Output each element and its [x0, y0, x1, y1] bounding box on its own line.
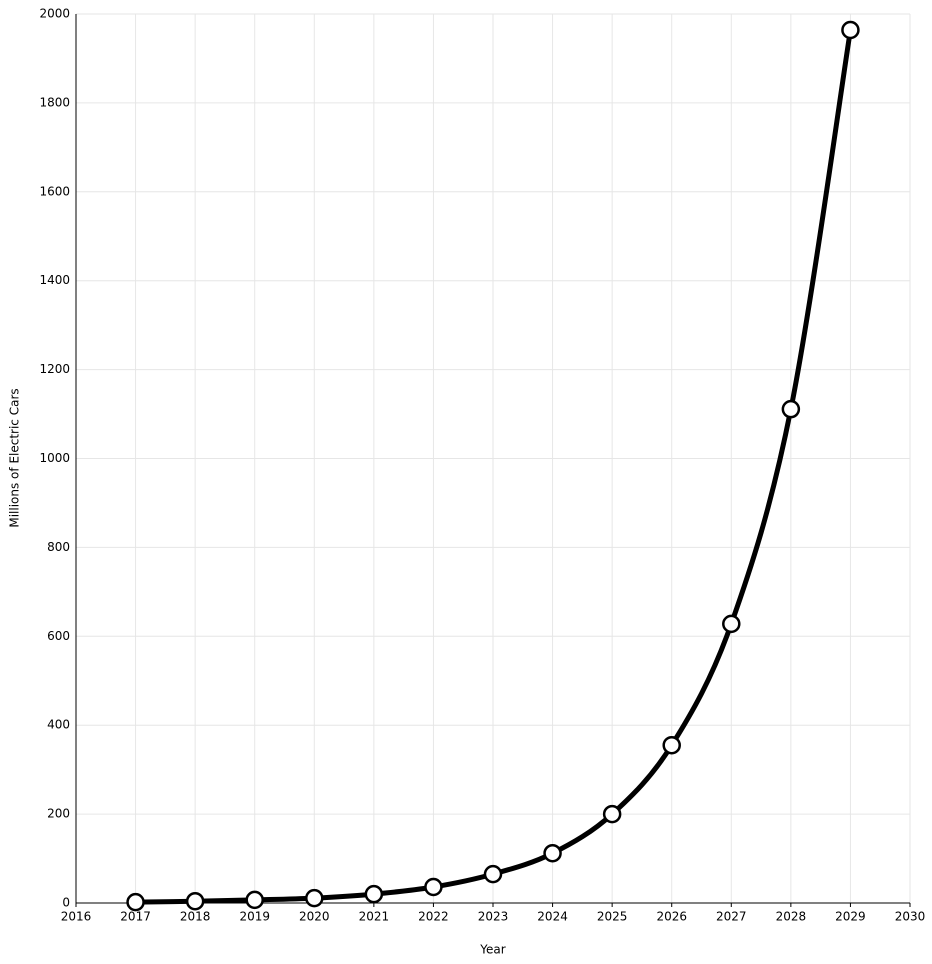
- y-tick-label: 200: [47, 807, 70, 821]
- y-axis-label: Millions of Electric Cars: [8, 388, 22, 527]
- x-tick-label: 2028: [776, 910, 807, 924]
- x-tick-label: 2026: [656, 910, 687, 924]
- point: [364, 884, 384, 904]
- point: [424, 877, 443, 897]
- x-tick-label: 2024: [537, 910, 568, 924]
- y-tick-label: 1600: [39, 184, 70, 198]
- y-tick-label: 0: [62, 896, 70, 910]
- point: [602, 804, 622, 824]
- y-tick-label: 600: [47, 629, 70, 643]
- point: [245, 890, 264, 910]
- x-axis-label: Year: [479, 943, 505, 957]
- x-tick-label: 2022: [418, 910, 449, 924]
- y-tick-label: 1400: [39, 273, 70, 287]
- x-tick-label: 2023: [478, 910, 509, 924]
- line: [135, 29, 853, 905]
- y-tick-label: 2000: [39, 7, 70, 21]
- y-tick-label: 800: [47, 540, 70, 554]
- y-tick-label: 1800: [39, 95, 70, 109]
- x-tick-label: 2030: [895, 910, 926, 924]
- x-tick-label: 2029: [835, 910, 866, 924]
- x-tick-label: 2018: [180, 910, 211, 924]
- y-tick-label: 400: [47, 718, 70, 732]
- point: [185, 891, 205, 911]
- x-tick-label: 2016: [61, 910, 92, 924]
- x-tick-label: 2027: [716, 910, 747, 924]
- x-tick-label: 2019: [239, 910, 270, 924]
- point: [483, 864, 503, 884]
- x-tick-label: 2017: [120, 910, 151, 924]
- point: [126, 892, 145, 912]
- y-tick-label: 1000: [39, 451, 70, 465]
- point: [662, 735, 681, 755]
- y-tick-label: 1200: [39, 362, 70, 376]
- x-tick-label: 2021: [359, 910, 390, 924]
- x-tick-label: 2025: [597, 910, 628, 924]
- point: [841, 20, 860, 40]
- point: [305, 888, 324, 908]
- point: [722, 614, 741, 634]
- point: [781, 399, 801, 419]
- point: [543, 843, 562, 863]
- x-tick-label: 2020: [299, 910, 330, 924]
